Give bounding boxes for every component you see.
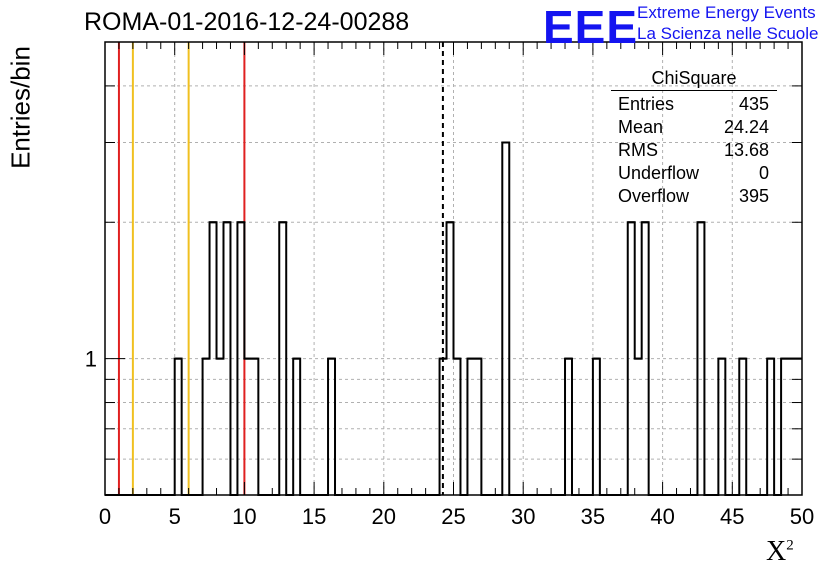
stats-row: Underflow 0	[611, 162, 777, 185]
x-axis-label-superscript: 2	[786, 537, 794, 554]
logo-line-1: Extreme Energy Events	[637, 3, 816, 22]
y-axis-label: Entries/bin	[5, 46, 36, 169]
x-tick-label: 30	[511, 504, 535, 529]
stats-value: 24.24	[723, 117, 769, 137]
x-tick-label: 35	[581, 504, 605, 529]
y-tick-label: 1	[85, 347, 97, 372]
x-tick-label: 5	[169, 504, 181, 529]
stats-row: RMS 13.68	[611, 139, 777, 162]
stats-value: 13.68	[723, 140, 769, 160]
stats-label: Underflow	[618, 163, 700, 183]
x-tick-label: 20	[372, 504, 396, 529]
stats-label: Entries	[618, 94, 675, 114]
x-tick-label: 25	[441, 504, 465, 529]
stats-row: Entries 435	[611, 93, 777, 116]
stats-label: Overflow	[618, 186, 690, 206]
eee-logo: EEE	[543, 1, 639, 53]
x-tick-label: 40	[650, 504, 674, 529]
x-tick-label: 45	[720, 504, 744, 529]
x-axis-label-text: X	[766, 536, 787, 567]
x-tick-label: 10	[232, 504, 256, 529]
stats-value: 435	[738, 94, 769, 114]
stats-title: ChiSquare	[611, 68, 777, 91]
stats-value: 395	[738, 186, 769, 206]
stats-value: 0	[758, 163, 769, 183]
stats-label: RMS	[618, 140, 658, 160]
x-tick-label: 0	[99, 504, 111, 529]
x-tick-label: 50	[790, 504, 814, 529]
stats-row: Overflow 395	[611, 185, 777, 208]
stats-box: ChiSquare Entries 435 Mean 24.24 RMS 13.68 …	[611, 68, 777, 208]
stats-row: Mean 24.24	[611, 116, 777, 139]
logo-line-2: La Scienza nelle Scuole	[637, 24, 819, 43]
x-tick-label: 15	[302, 504, 326, 529]
stats-label: Mean	[618, 117, 664, 137]
chart-title: ROMA-01-2016-12-24-00288	[84, 8, 410, 36]
x-axis-label: X2	[766, 536, 794, 568]
